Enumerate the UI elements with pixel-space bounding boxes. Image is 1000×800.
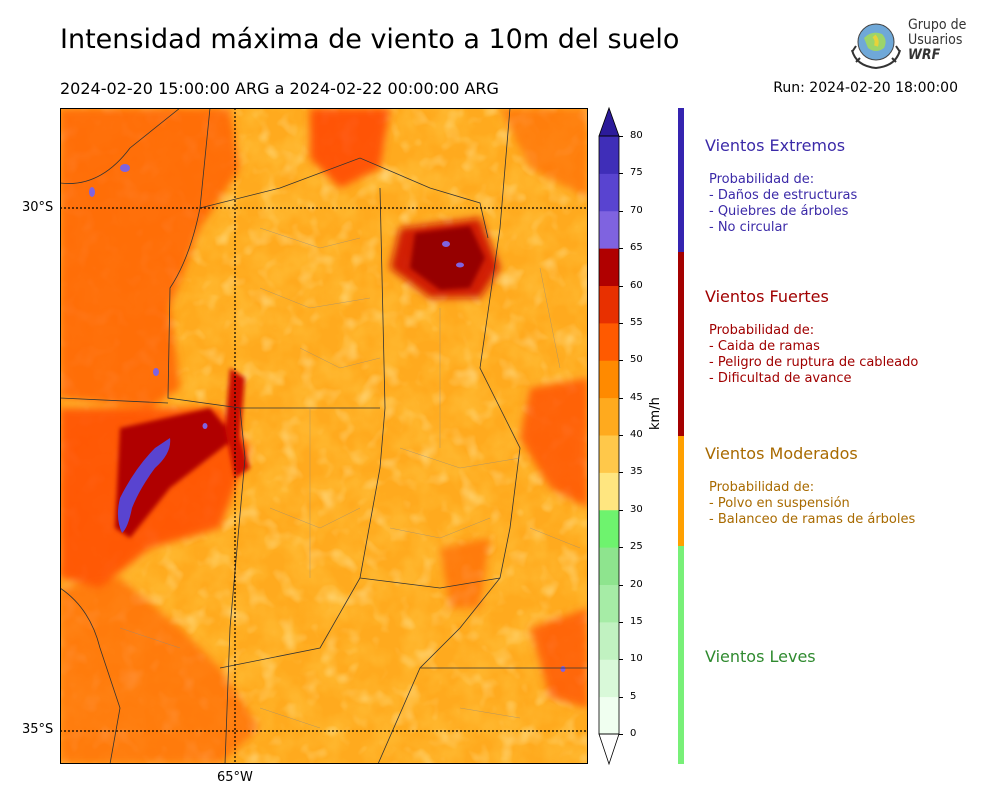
colorbar-min-extension — [598, 733, 620, 766]
colorbar-segment — [599, 584, 619, 623]
colorbar-tick-label: 15 — [630, 615, 643, 627]
colorbar-segment — [599, 659, 619, 698]
extreme-wind-zones — [89, 164, 566, 672]
category-block: Vientos Extremos Probabilidad de: - Daños … — [705, 138, 995, 236]
colorbar-segment — [599, 173, 619, 212]
department-boundaries — [119, 227, 581, 729]
colorbar-tick — [619, 285, 623, 287]
colorbar-segment — [599, 621, 619, 660]
colorbar-tick — [619, 435, 623, 436]
colorbar-segment — [599, 360, 619, 399]
category-line: - Daños de estructuras — [709, 188, 858, 203]
colorbar-tick-label: 45 — [630, 391, 643, 403]
colorbar-tick-label: 40 — [630, 429, 643, 440]
colorbar-tick-label: 5 — [630, 690, 637, 702]
category-line: - Dificultad de avance — [709, 371, 852, 386]
logo-text: Grupo de Usuarios WRF — [908, 17, 967, 63]
colorbar-max-extension — [598, 106, 620, 137]
colorbar-tick-label: 0 — [630, 728, 637, 739]
category-title: Vientos Leves — [705, 647, 816, 666]
globe-logo-icon — [851, 23, 901, 70]
province-boundaries — [60, 108, 588, 764]
colorbar-tick — [619, 248, 623, 250]
category-block: Vientos Moderados Probabilidad de: - Polvo… — [705, 446, 995, 528]
andes-high-winds — [115, 226, 485, 538]
colorbar-tick-label: 20 — [630, 578, 643, 590]
colorbar-tick-label: 10 — [630, 653, 643, 665]
colorbar-segment — [599, 435, 619, 473]
colorbar-tick — [619, 136, 623, 137]
category-block: Vientos Fuertes Probabilidad de: - Caida d… — [705, 289, 995, 387]
logo: Grupo de Usuarios WRF — [848, 16, 978, 72]
category-bar — [678, 108, 684, 252]
colorbar-segment — [599, 248, 619, 286]
colorbar-tick-label: 60 — [630, 279, 643, 291]
colorbar-tick — [619, 734, 623, 735]
lat-label-35s: 35°S — [22, 722, 54, 737]
forecast-period: 2024-02-20 15:00:00 ARG a 2024-02-22 00:… — [60, 79, 499, 98]
colorbar-tick-label: 50 — [630, 354, 643, 366]
colorbar — [598, 106, 620, 766]
run-time: Run: 2024-02-20 18:00:00 — [773, 80, 958, 96]
category-line: Probabilidad de: — [709, 480, 815, 495]
colorbar-tick — [619, 547, 623, 549]
colorbar-tick-label: 70 — [630, 204, 643, 216]
colorbar-tick — [619, 360, 623, 362]
colorbar-tick — [619, 621, 623, 623]
colorbar-segment — [599, 547, 619, 585]
colorbar-segment — [599, 397, 619, 436]
category-bar — [678, 546, 684, 764]
lat-label-30s: 30°S — [22, 200, 54, 215]
colorbar-tick-label: 65 — [630, 242, 643, 254]
colorbar-tick-label: 30 — [630, 503, 643, 515]
category-bar — [678, 436, 684, 546]
colorbar-segment — [599, 509, 619, 548]
colorbar-tick — [619, 397, 623, 399]
colorbar-segment — [599, 210, 619, 249]
wind-map — [60, 108, 588, 764]
graticule — [60, 108, 588, 764]
colorbar-tick — [619, 173, 623, 175]
colorbar-tick-label: 55 — [630, 316, 643, 328]
category-line: Probabilidad de: — [709, 323, 815, 338]
lon-label-65w: 65°W — [217, 770, 253, 785]
colorbar-segment — [599, 285, 619, 324]
category-title: Vientos Extremos — [705, 136, 846, 155]
category-line: - Balanceo de ramas de árboles — [709, 512, 916, 527]
colorbar-segment — [599, 322, 619, 361]
colorbar-segment — [599, 696, 619, 735]
colorbar-segment — [599, 136, 619, 174]
category-title: Vientos Moderados — [705, 444, 858, 463]
colorbar-tick — [619, 210, 623, 212]
category-line: - No circular — [709, 220, 788, 235]
colorbar-segment — [599, 472, 619, 511]
colorbar-tick — [619, 509, 623, 511]
colorbar-tick — [619, 659, 623, 661]
category-line: - Quiebres de árboles — [709, 204, 849, 219]
category-bar — [678, 252, 684, 436]
category-line: - Peligro de ruptura de cableado — [709, 355, 919, 370]
colorbar-tick — [619, 584, 623, 586]
colorbar-tick — [619, 322, 623, 324]
colorbar-tick-label: 25 — [630, 541, 643, 553]
category-line: - Caida de ramas — [709, 339, 820, 354]
colorbar-tick-label: 75 — [630, 167, 643, 179]
category-line: - Polvo en suspensión — [709, 496, 850, 511]
category-line: Probabilidad de: — [709, 172, 815, 187]
colorbar-tick-label: 35 — [630, 466, 643, 478]
colorbar-tick-label: 80 — [630, 130, 643, 141]
colorbar-tick — [619, 696, 623, 698]
colorbar-tick — [619, 472, 623, 474]
map-title: Intensidad máxima de viento a 10m del su… — [60, 24, 680, 55]
category-block: Vientos Leves — [705, 649, 995, 683]
colorbar-unit-label: km/h — [648, 397, 663, 430]
category-title: Vientos Fuertes — [705, 287, 829, 306]
